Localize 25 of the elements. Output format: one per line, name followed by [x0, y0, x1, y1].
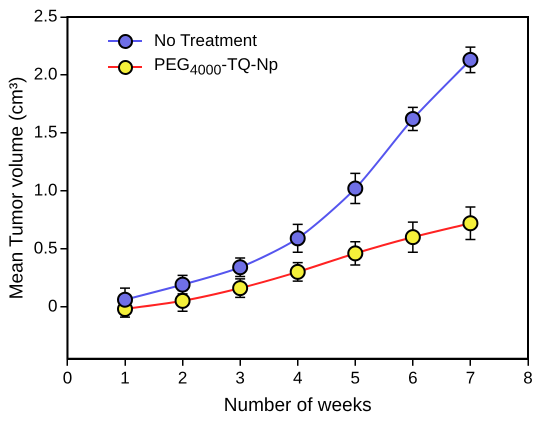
point [462, 52, 478, 68]
y-tick-label: 1.5 [34, 122, 58, 142]
y-tick-label: 2.5 [34, 6, 58, 26]
x-tick-label: 6 [408, 368, 418, 388]
x-tick-label: 1 [120, 368, 130, 388]
point [404, 110, 421, 127]
y-tick-label: 0.5 [34, 238, 58, 258]
x-tick-label: 2 [178, 368, 188, 388]
y-tick-label: 2.0 [34, 64, 58, 84]
x-tick-label: 7 [466, 368, 476, 388]
x-tick-label: 0 [62, 368, 72, 388]
x-axis-title: Number of weeks [224, 394, 372, 416]
point [290, 230, 306, 246]
y-tick-label: 1.0 [34, 180, 58, 200]
y-tick-label: 0 [48, 296, 58, 316]
x-tick-label: 5 [350, 368, 360, 388]
point [232, 259, 248, 276]
x-tick-label: 3 [235, 368, 245, 388]
x-tick-label: 8 [523, 368, 533, 388]
y-axis-title: Mean Tumor volume (cm³) [6, 76, 28, 300]
legend-label: PEG$_{4000}$-TQ-Np [154, 55, 278, 79]
legend-label: No Treatment [154, 31, 257, 51]
point [117, 292, 134, 308]
x-tick-label: 4 [292, 368, 302, 388]
point [347, 180, 364, 196]
